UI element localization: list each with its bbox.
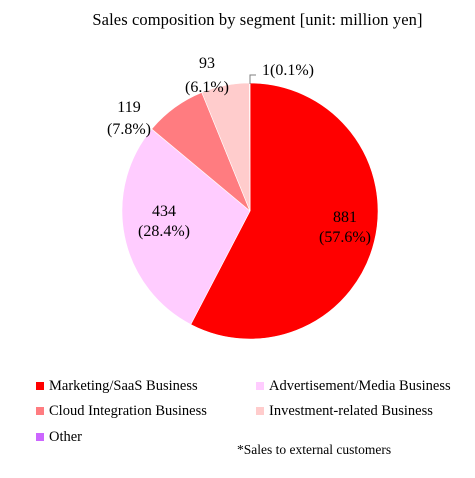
slice-percent-label: (6.1%) [185,79,229,96]
chart-title: Sales composition by segment [unit: mill… [92,10,423,29]
slice-value-label: 93 [199,55,215,72]
slice-percent-label: (28.4%) [138,223,190,240]
legend-item-other: Other [36,428,82,446]
legend-item-cloud-integration: Cloud Integration Business [36,402,207,420]
slice-value-label: 434 [152,203,176,220]
legend-swatch [256,407,264,415]
legend-label: Other [49,429,83,445]
slice-value-label: 881 [333,209,357,226]
footnote: *Sales to external customers [237,442,392,457]
legend-label: Marketing/SaaS Business [49,378,198,394]
legend-label: Cloud Integration Business [49,403,207,419]
pie-slice-2 [121,128,251,325]
slice-percent-label: (57.6%) [319,229,371,246]
legend-item-advertisement-media: Advertisement/Media Business [256,377,451,395]
legend-item-marketing-saas: Marketing/SaaS Business [36,377,198,395]
legend-swatch [36,382,44,390]
slice-percent-label: (7.8%) [107,121,151,138]
legend-swatch [36,407,44,415]
legend-swatch [36,433,44,441]
legend-label: Advertisement/Media Business [269,378,451,394]
legend-item-investment-related: Investment-related Business [256,402,433,420]
leader-line [249,74,256,84]
slice-value-label: 119 [117,99,140,116]
legend-swatch [256,382,264,390]
pie-slice-1 [190,82,379,340]
slice-value-label: 1(0.1%) [262,62,314,79]
legend-label: Investment-related Business [269,403,433,419]
